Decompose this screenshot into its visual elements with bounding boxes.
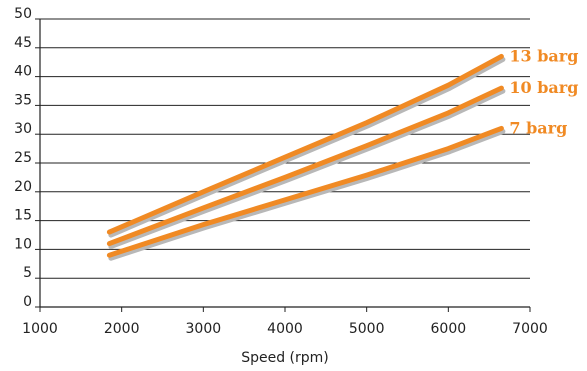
y-tick-label: 5 bbox=[23, 265, 32, 281]
x-tick-label: 2000 bbox=[104, 321, 140, 337]
series-line-shadow bbox=[108, 128, 506, 261]
y-tick-label: 25 bbox=[14, 150, 32, 166]
series-line bbox=[106, 85, 504, 247]
x-tick-label: 5000 bbox=[349, 321, 385, 337]
series-line-shadow bbox=[108, 56, 506, 238]
x-axis-title: Speed (rpm) bbox=[241, 350, 329, 366]
series-line bbox=[106, 125, 504, 258]
x-tick-label: 7000 bbox=[512, 321, 548, 337]
series-label: 7 barg bbox=[509, 118, 567, 137]
series-line bbox=[106, 53, 504, 235]
y-tick-label: 30 bbox=[14, 121, 32, 137]
series-line-shadow bbox=[108, 88, 506, 250]
series-labels: 13 barg 10 barg 7 barg bbox=[509, 46, 578, 137]
y-tick-label: 50 bbox=[14, 6, 32, 22]
series-label: 13 barg bbox=[509, 46, 578, 65]
series-label: 10 barg bbox=[509, 78, 578, 97]
series-lines bbox=[106, 53, 506, 261]
y-tick-label: 35 bbox=[14, 92, 32, 108]
x-tick-label: 3000 bbox=[186, 321, 222, 337]
x-tick-label: 1000 bbox=[22, 321, 58, 337]
x-tick-label: 6000 bbox=[431, 321, 467, 337]
y-axis-ticks: 0 5 10 15 20 25 30 35 40 45 50 bbox=[14, 6, 40, 310]
x-tick-label: 4000 bbox=[267, 321, 303, 337]
x-axis-ticks: 1000 2000 3000 4000 5000 6000 7000 bbox=[22, 307, 548, 337]
y-tick-label: 0 bbox=[23, 294, 32, 310]
y-tick-label: 45 bbox=[14, 35, 32, 51]
y-tick-label: 20 bbox=[14, 179, 32, 195]
y-tick-label: 10 bbox=[14, 236, 32, 252]
y-tick-label: 40 bbox=[14, 64, 32, 80]
y-tick-label: 15 bbox=[14, 208, 32, 224]
